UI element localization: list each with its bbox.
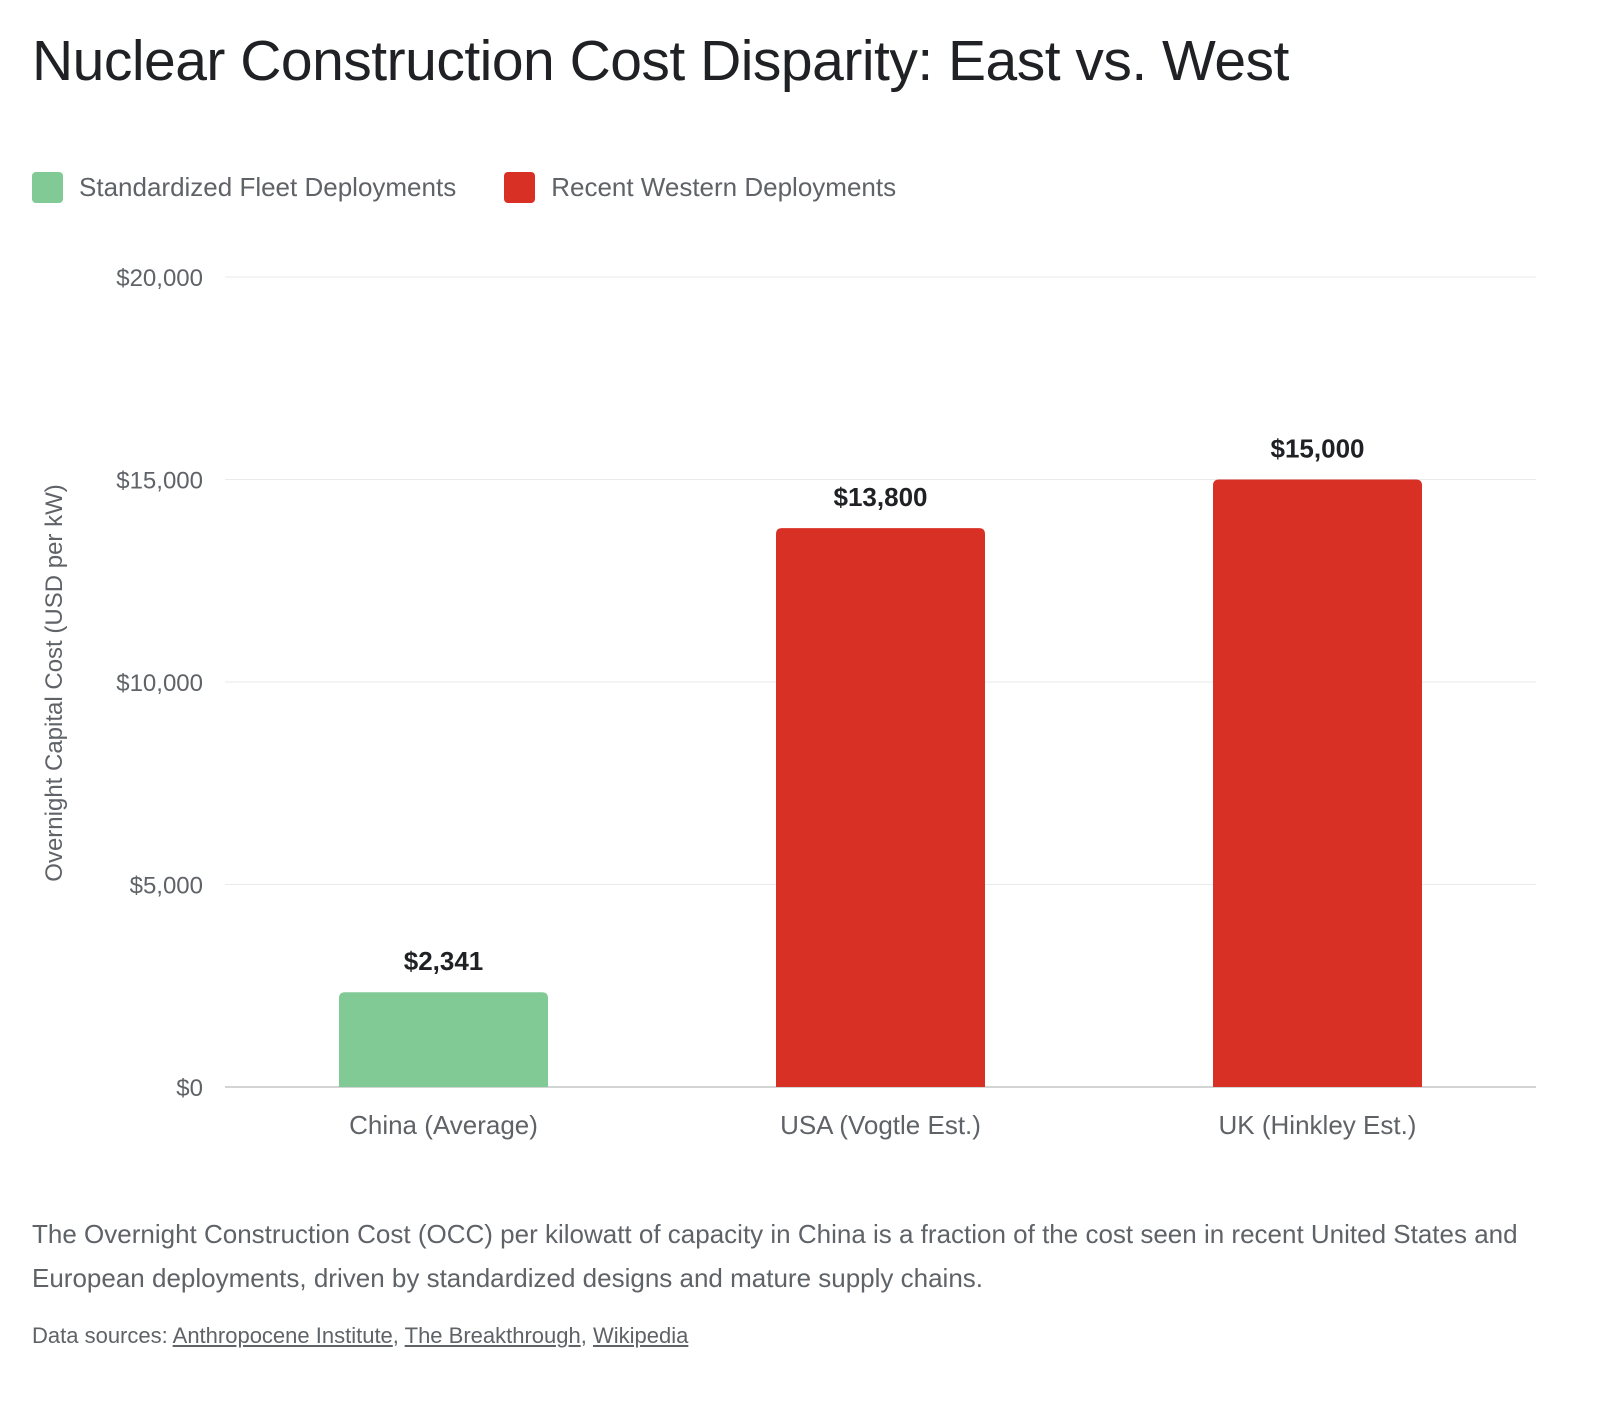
sources-separator: , bbox=[392, 1323, 405, 1348]
data-label: $13,800 bbox=[834, 482, 928, 512]
legend-item-standardized: Standardized Fleet Deployments bbox=[32, 172, 456, 203]
x-tick-label: China (Average) bbox=[349, 1110, 538, 1140]
bar bbox=[776, 528, 985, 1087]
legend: Standardized Fleet Deployments Recent We… bbox=[32, 172, 944, 203]
x-tick-label: UK (Hinkley Est.) bbox=[1219, 1110, 1417, 1140]
caption: The Overnight Construction Cost (OCC) pe… bbox=[32, 1219, 1518, 1293]
sources-separator: , bbox=[580, 1323, 593, 1348]
legend-label: Recent Western Deployments bbox=[551, 172, 897, 202]
source-link-wikipedia[interactable]: Wikipedia bbox=[592, 1323, 689, 1348]
legend-label: Standardized Fleet Deployments bbox=[79, 172, 457, 202]
y-tick-label: $20,000 bbox=[116, 265, 203, 292]
data-sources: Data sources: Anthropocene Institute, Th… bbox=[32, 1323, 688, 1349]
sources-prefix: Data sources: bbox=[32, 1323, 173, 1348]
x-tick-label: USA (Vogtle Est.) bbox=[780, 1110, 981, 1140]
data-label: $15,000 bbox=[1271, 434, 1365, 464]
legend-swatch-red bbox=[504, 172, 536, 203]
source-link-breakthrough[interactable]: The Breakthrough bbox=[404, 1323, 581, 1348]
bar bbox=[339, 992, 548, 1087]
bar-chart: $0 $5,000 $10,000 $15,000 $20,000 Overnight C… bbox=[41, 265, 1536, 1140]
legend-swatch-green bbox=[32, 172, 63, 203]
y-tick-label: $0 bbox=[176, 1075, 203, 1102]
y-tick-label: $10,000 bbox=[116, 670, 203, 697]
data-label: $2,341 bbox=[404, 946, 484, 976]
source-link-anthropocene[interactable]: Anthropocene Institute bbox=[172, 1323, 393, 1348]
legend-item-western: Recent Western Deployments bbox=[504, 172, 896, 203]
y-tick-label: $5,000 bbox=[130, 873, 203, 900]
chart-title: Nuclear Construction Cost Disparity: Eas… bbox=[32, 29, 1289, 93]
bar bbox=[1213, 479, 1422, 1087]
y-tick-label: $15,000 bbox=[116, 468, 203, 495]
y-axis-title: Overnight Capital Cost (USD per kW) bbox=[41, 484, 68, 881]
